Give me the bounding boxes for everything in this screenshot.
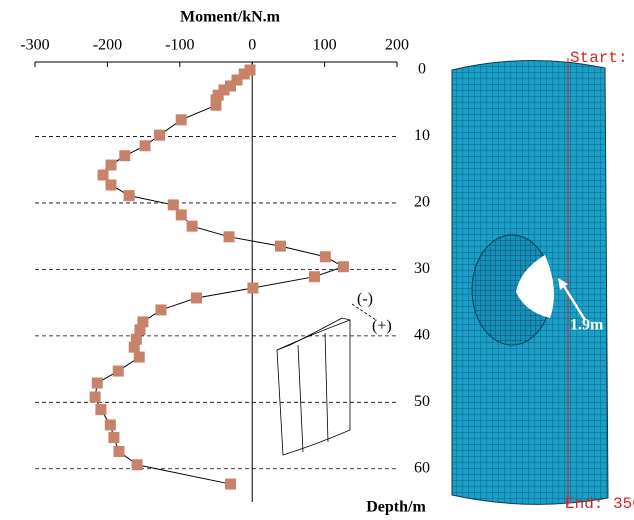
- point: [224, 231, 235, 242]
- x-tick-label: -100: [165, 37, 194, 54]
- point: [134, 352, 145, 363]
- y-tick-label: 0: [418, 61, 426, 78]
- y-tick-label: 10: [414, 127, 430, 144]
- point: [211, 100, 222, 111]
- point: [132, 459, 143, 470]
- y-axis-title: Depth/m: [366, 499, 426, 516]
- point: [309, 271, 320, 282]
- point: [106, 160, 117, 171]
- x-tick-label: 100: [313, 37, 337, 54]
- x-tick-label: -300: [20, 37, 49, 54]
- point: [154, 130, 165, 141]
- point: [320, 251, 331, 262]
- point: [176, 209, 187, 220]
- x-axis-title: Moment/kN.m: [180, 9, 281, 26]
- point: [119, 150, 130, 161]
- dimension-label: 1.9m: [570, 317, 604, 334]
- point: [98, 170, 109, 181]
- point: [338, 261, 349, 272]
- y-tick-label: 30: [414, 260, 430, 277]
- point: [113, 446, 124, 457]
- node-label: Start: 35013: [570, 49, 634, 67]
- x-tick-label: -200: [93, 37, 122, 54]
- point: [187, 221, 198, 232]
- point: [176, 114, 187, 125]
- point: [95, 404, 106, 415]
- point: [108, 432, 119, 443]
- y-tick-label: 50: [414, 393, 430, 410]
- point: [155, 304, 166, 315]
- figure: (-) (+) Start: 35013 End: 35034 1.9m Mom…: [0, 0, 634, 520]
- x-tick-label: 0: [248, 37, 256, 54]
- point: [247, 282, 258, 293]
- point: [113, 366, 124, 377]
- point: [275, 241, 286, 252]
- point: [90, 391, 101, 402]
- point: [225, 479, 236, 490]
- sign-label: (-): [357, 291, 373, 308]
- point: [124, 190, 135, 201]
- x-tick-label: 200: [385, 37, 409, 54]
- point: [105, 419, 116, 430]
- sign-label: (+): [372, 318, 392, 335]
- point: [92, 378, 103, 389]
- point: [129, 342, 140, 353]
- y-tick-label: 20: [414, 194, 430, 211]
- y-tick-label: 40: [414, 327, 430, 344]
- point: [140, 140, 151, 151]
- mesh-model: [452, 58, 608, 505]
- y-tick-label: 60: [414, 459, 430, 476]
- inset-panel: [277, 304, 376, 455]
- node-label: End: 35034: [565, 495, 634, 513]
- point: [168, 199, 179, 210]
- point: [106, 179, 117, 190]
- point: [191, 292, 202, 303]
